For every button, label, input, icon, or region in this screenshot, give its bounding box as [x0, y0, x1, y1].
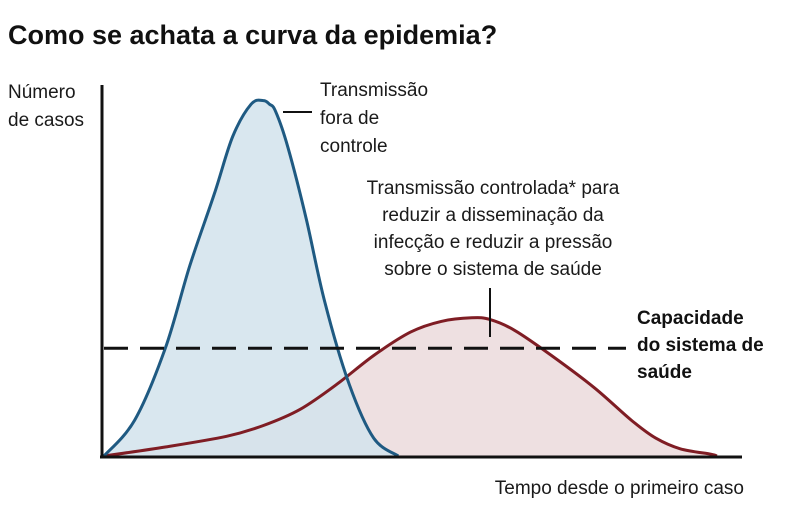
y-axis-label-line-1: Número	[8, 82, 76, 103]
uncontrolled-label-line-3: controle	[320, 136, 388, 157]
series-controlled-area	[104, 317, 717, 456]
y-axis-label-line-2: de casos	[8, 110, 84, 131]
series-uncontrolled-area	[104, 100, 399, 457]
series-uncontrolled-line	[102, 98, 400, 458]
controlled-label-line-4: sobre o sistema de saúde	[384, 259, 602, 280]
uncontrolled-label-line-2: fora de	[320, 108, 379, 129]
capacity-label-line-2: do sistema de	[637, 335, 764, 356]
controlled-label-line-1: Transmissão controlada* para	[367, 178, 620, 199]
uncontrolled-label-line-1: Transmissão	[320, 80, 428, 101]
chart-title: Como se achata a curva da epidemia?	[8, 20, 497, 50]
series-controlled-line	[103, 316, 718, 458]
capacity-label-line-3: saúde	[637, 362, 692, 383]
x-axis-label: Tempo desde o primeiro caso	[495, 478, 744, 499]
controlled-label-line-3: infecção e reduzir a pressão	[374, 232, 613, 253]
capacity-label-line-1: Capacidade	[637, 308, 744, 329]
controlled-label-line-2: reduzir a disseminação da	[382, 205, 604, 226]
